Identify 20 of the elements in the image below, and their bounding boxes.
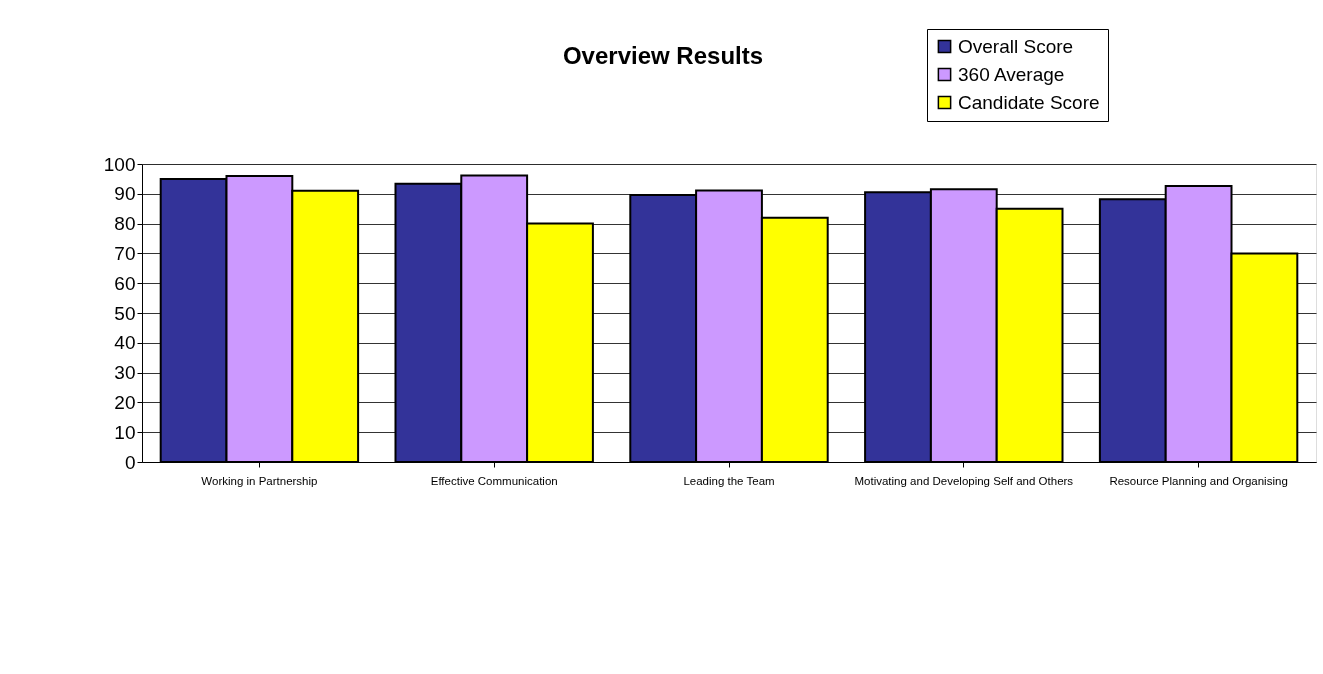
x-tick-label: Leading the Team: [683, 474, 775, 487]
y-tick-label: 80: [114, 213, 136, 235]
y-tick-label: 90: [114, 183, 136, 205]
y-tick-label: 30: [114, 362, 136, 384]
chart-title: Overview Results: [562, 42, 764, 69]
x-tick-label: Working in Partnership: [201, 474, 318, 487]
y-tick-label: 0: [124, 451, 136, 473]
legend-label: Overall Score: [958, 35, 1074, 57]
y-tick-label: 70: [114, 242, 136, 264]
x-tick-label: Motivating and Developing Self and Others: [854, 474, 1074, 487]
y-tick-label: 100: [103, 153, 136, 175]
y-tick-label: 40: [114, 332, 136, 354]
y-tick-label: 60: [114, 272, 136, 294]
y-tick-label: 10: [114, 421, 136, 443]
x-tick-label: Resource Planning and Organising: [1109, 474, 1288, 487]
legend-label: Candidate Score: [958, 91, 1100, 113]
legend-label: 360 Average: [958, 63, 1065, 85]
y-tick-label: 20: [114, 391, 136, 413]
x-tick-label: Effective Communication: [430, 474, 558, 487]
y-tick-label: 50: [114, 302, 136, 324]
